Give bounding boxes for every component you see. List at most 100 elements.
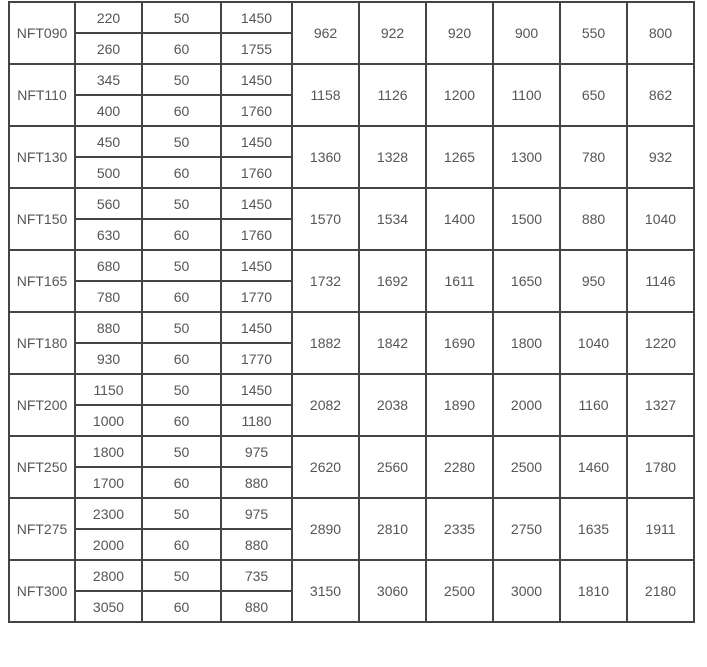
value-cell-3: 1890 <box>425 373 494 437</box>
value-cell-6: 1040 <box>626 187 695 251</box>
model-cell: NFT110 <box>8 63 76 127</box>
model-cell: NFT165 <box>8 249 76 313</box>
power-cell: 680 <box>74 249 143 282</box>
table-row: NFT275 2300 50 975 2890 2810 2335 2750 1635 1911 <box>8 497 695 561</box>
table-row: NFT150 560 50 1450 1570 1534 1400 1500 880 1040 <box>8 187 695 251</box>
value-cell-2: 1328 <box>358 125 427 189</box>
model-cell: NFT300 <box>8 559 76 623</box>
value-cell-6: 1327 <box>626 373 695 437</box>
frequency-cell: 50 <box>141 373 222 406</box>
table-row: 930 60 1770 <box>9 342 694 375</box>
value-cell-2: 3060 <box>358 559 427 623</box>
model-cell: NFT090 <box>8 1 76 65</box>
value-cell-1: 1732 <box>291 249 360 313</box>
frequency-cell: 50 <box>141 435 222 468</box>
table-row: NFT090 220 50 1450 962 922 920 900 550 800 <box>8 1 695 65</box>
table-row: 400 60 1760 <box>9 94 694 127</box>
value-cell-6: 1780 <box>626 435 695 499</box>
speed-cell: 880 <box>220 590 293 623</box>
value-cell-3: 2280 <box>425 435 494 499</box>
frequency-cell: 60 <box>141 94 222 127</box>
value-cell-4: 1100 <box>492 63 561 127</box>
value-cell-1: 1570 <box>291 187 360 251</box>
frequency-cell: 50 <box>141 63 222 96</box>
value-cell-2: 1126 <box>358 63 427 127</box>
power-cell: 880 <box>74 311 143 344</box>
value-cell-2: 922 <box>358 1 427 65</box>
table-row: 3050 60 880 <box>9 590 694 623</box>
table-row: NFT180 880 50 1450 1882 1842 1690 1800 1040 1220 <box>8 311 695 375</box>
value-cell-3: 2500 <box>425 559 494 623</box>
value-cell-3: 2335 <box>425 497 494 561</box>
power-cell: 560 <box>74 187 143 220</box>
power-cell: 260 <box>74 32 143 65</box>
table-row: NFT165 680 50 1450 1732 1692 1611 1650 950 1146 <box>8 249 695 313</box>
table-row: 780 60 1770 <box>9 280 694 313</box>
value-cell-4: 1300 <box>492 125 561 189</box>
frequency-cell: 50 <box>141 187 222 220</box>
value-cell-6: 1911 <box>626 497 695 561</box>
value-cell-2: 2038 <box>358 373 427 437</box>
speed-cell: 1450 <box>220 249 293 282</box>
value-cell-3: 1690 <box>425 311 494 375</box>
model-cell: NFT250 <box>8 435 76 499</box>
value-cell-1: 1158 <box>291 63 360 127</box>
speed-cell: 1450 <box>220 373 293 406</box>
value-cell-2: 1534 <box>358 187 427 251</box>
value-cell-4: 3000 <box>492 559 561 623</box>
model-cell: NFT180 <box>8 311 76 375</box>
frequency-cell: 50 <box>141 1 222 34</box>
table-row: 1000 60 1180 <box>9 404 694 437</box>
value-cell-1: 1882 <box>291 311 360 375</box>
power-cell: 2000 <box>74 528 143 561</box>
value-cell-5: 1040 <box>559 311 628 375</box>
frequency-cell: 60 <box>141 590 222 623</box>
value-cell-6: 2180 <box>626 559 695 623</box>
value-cell-3: 1611 <box>425 249 494 313</box>
power-cell: 1000 <box>74 404 143 437</box>
speed-cell: 1770 <box>220 342 293 375</box>
frequency-cell: 60 <box>141 528 222 561</box>
table-row: 1700 60 880 <box>9 466 694 499</box>
power-cell: 450 <box>74 125 143 158</box>
frequency-cell: 60 <box>141 156 222 189</box>
speed-cell: 1760 <box>220 218 293 251</box>
frequency-cell: 50 <box>141 497 222 530</box>
value-cell-1: 3150 <box>291 559 360 623</box>
value-cell-4: 2500 <box>492 435 561 499</box>
speed-cell: 1450 <box>220 187 293 220</box>
speed-cell: 975 <box>220 497 293 530</box>
model-cell: NFT130 <box>8 125 76 189</box>
model-cell: NFT150 <box>8 187 76 251</box>
frequency-cell: 50 <box>141 311 222 344</box>
value-cell-4: 2750 <box>492 497 561 561</box>
table-row: 500 60 1760 <box>9 156 694 189</box>
power-cell: 500 <box>74 156 143 189</box>
speed-cell: 1450 <box>220 63 293 96</box>
speed-cell: 1755 <box>220 32 293 65</box>
value-cell-5: 1160 <box>559 373 628 437</box>
value-cell-4: 900 <box>492 1 561 65</box>
frequency-cell: 60 <box>141 342 222 375</box>
speed-cell: 1450 <box>220 311 293 344</box>
power-cell: 2300 <box>74 497 143 530</box>
value-cell-1: 1360 <box>291 125 360 189</box>
value-cell-6: 862 <box>626 63 695 127</box>
frequency-cell: 60 <box>141 218 222 251</box>
value-cell-1: 2620 <box>291 435 360 499</box>
model-cell: NFT200 <box>8 373 76 437</box>
speed-cell: 880 <box>220 528 293 561</box>
speed-cell: 1450 <box>220 125 293 158</box>
value-cell-4: 2000 <box>492 373 561 437</box>
frequency-cell: 50 <box>141 249 222 282</box>
value-cell-6: 1220 <box>626 311 695 375</box>
value-cell-6: 1146 <box>626 249 695 313</box>
value-cell-5: 950 <box>559 249 628 313</box>
frequency-cell: 60 <box>141 466 222 499</box>
specs-table: NFT090 220 50 1450 962 922 920 900 550 800 260 60 17… <box>8 1 695 623</box>
speed-cell: 1450 <box>220 1 293 34</box>
frequency-cell: 50 <box>141 125 222 158</box>
value-cell-2: 2560 <box>358 435 427 499</box>
value-cell-5: 1810 <box>559 559 628 623</box>
speed-cell: 1770 <box>220 280 293 313</box>
